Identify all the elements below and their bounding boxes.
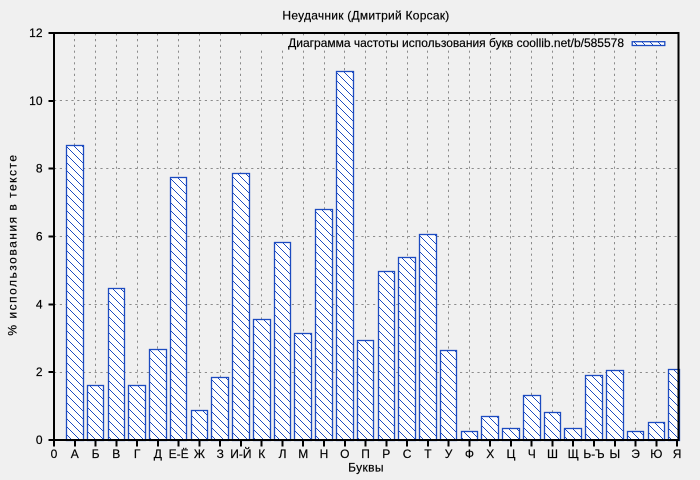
svg-text:12: 12	[29, 26, 43, 40]
svg-text:Д: Д	[154, 447, 162, 461]
svg-text:Ж: Ж	[194, 447, 205, 461]
svg-text:Э: Э	[631, 447, 640, 461]
svg-text:2: 2	[36, 365, 43, 379]
svg-text:П: П	[361, 447, 370, 461]
svg-text:Я: Я	[673, 447, 682, 461]
svg-text:Е-Ё: Е-Ё	[169, 447, 189, 461]
svg-text:8: 8	[36, 162, 43, 176]
svg-text:Ч: Ч	[528, 447, 536, 461]
svg-text:У: У	[445, 447, 453, 461]
svg-text:Щ: Щ	[568, 447, 579, 461]
svg-text:С: С	[403, 447, 412, 461]
svg-text:Н: Н	[320, 447, 329, 461]
svg-text:Неудачник (Дмитрий Корсак): Неудачник (Дмитрий Корсак)	[282, 9, 449, 23]
svg-text:Ь-Ъ: Ь-Ъ	[583, 447, 604, 461]
svg-text:Ш: Ш	[547, 447, 558, 461]
svg-text:10: 10	[29, 94, 43, 108]
svg-text:А: А	[71, 447, 79, 461]
svg-text:0: 0	[36, 433, 43, 447]
svg-text:В: В	[112, 447, 120, 461]
svg-text:Х: Х	[486, 447, 494, 461]
svg-text:Ы: Ы	[609, 447, 620, 461]
svg-text:К: К	[258, 447, 265, 461]
svg-text:Ю: Ю	[650, 447, 662, 461]
svg-text:Ф: Ф	[465, 447, 474, 461]
svg-text:% использования в тексте: % использования в тексте	[6, 153, 20, 335]
svg-text:Р: Р	[382, 447, 390, 461]
svg-text:О: О	[340, 447, 349, 461]
svg-text:Диаграмма частоты использовани: Диаграмма частоты использования букв coo…	[288, 36, 624, 50]
svg-text:0: 0	[51, 447, 58, 461]
svg-text:Л: Л	[279, 447, 287, 461]
svg-text:Ц: Ц	[506, 447, 515, 461]
svg-text:И-Й: И-Й	[230, 446, 251, 461]
svg-text:Г: Г	[134, 447, 141, 461]
svg-text:6: 6	[36, 230, 43, 244]
svg-text:Буквы: Буквы	[348, 461, 384, 475]
svg-text:4: 4	[36, 297, 43, 311]
svg-text:Б: Б	[92, 447, 100, 461]
svg-text:Т: Т	[424, 447, 432, 461]
svg-text:З: З	[217, 447, 224, 461]
svg-text:М: М	[298, 447, 308, 461]
